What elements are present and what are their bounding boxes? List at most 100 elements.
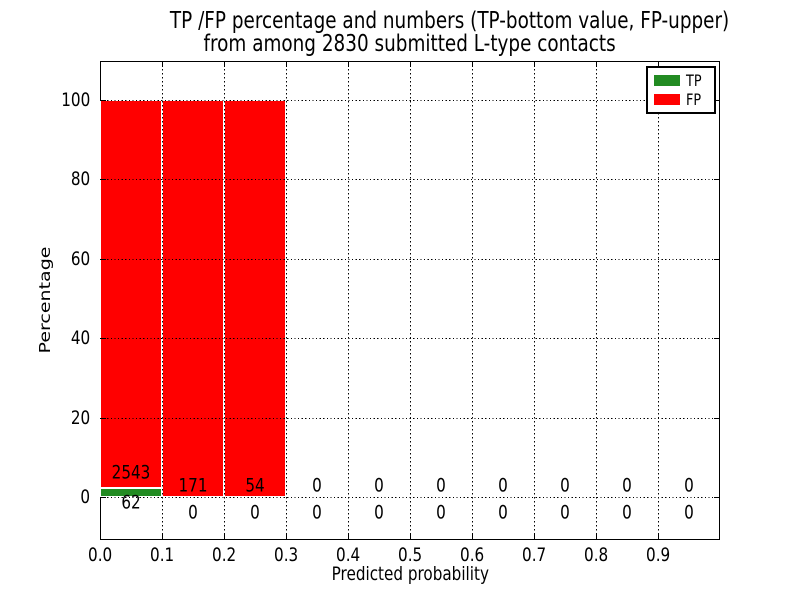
x-tick-mark-top bbox=[534, 62, 535, 67]
y-tick-mark bbox=[101, 100, 106, 101]
fp-count-label: 0 bbox=[374, 474, 384, 497]
fp-bar bbox=[224, 100, 286, 497]
grid-hline bbox=[100, 497, 720, 498]
fp-count-label: 171 bbox=[178, 474, 208, 497]
chart-title-line1-wrap: TP /FP percentage and numbers (TP-bottom… bbox=[100, 10, 729, 33]
grid-hline bbox=[100, 259, 720, 260]
x-tick-label-text: 0.6 bbox=[459, 544, 485, 566]
x-tick-label-text: 0.5 bbox=[397, 544, 423, 566]
x-tick-mark bbox=[534, 534, 535, 539]
fp-count-label: 0 bbox=[498, 474, 508, 497]
x-tick-label-text: 0.1 bbox=[149, 544, 175, 566]
x-tick-mark-top bbox=[348, 62, 349, 67]
fp-count-label: 0 bbox=[684, 474, 694, 497]
y-tick-mark-right bbox=[714, 179, 719, 180]
grid-vline bbox=[472, 61, 473, 540]
y-tick-mark bbox=[101, 338, 106, 339]
x-tick-label: 0.6 bbox=[422, 545, 522, 565]
x-axis-label-wrap: Predicted probability bbox=[100, 563, 720, 586]
grid-hline bbox=[100, 179, 720, 180]
tp-count-label: 0 bbox=[374, 501, 384, 524]
y-tick-label: 0 bbox=[80, 486, 90, 508]
tp-count-label: 0 bbox=[498, 501, 508, 524]
x-tick-label: 0.9 bbox=[608, 545, 708, 565]
x-tick-mark bbox=[224, 534, 225, 539]
y-axis-label: Percentage bbox=[36, 246, 54, 354]
fp-legend-swatch bbox=[654, 94, 680, 105]
x-tick-mark bbox=[348, 534, 349, 539]
y-tick-label: 80 bbox=[70, 168, 90, 191]
x-tick-mark-top bbox=[286, 62, 287, 67]
x-tick-mark-top bbox=[658, 62, 659, 67]
y-tick-mark bbox=[101, 259, 106, 260]
x-tick-label: 0.5 bbox=[360, 545, 460, 565]
chart-title-line1: TP /FP percentage and numbers (TP-bottom… bbox=[169, 8, 730, 34]
x-tick-mark-top bbox=[410, 62, 411, 67]
x-tick-mark bbox=[410, 534, 411, 539]
fp-count-label: 0 bbox=[436, 474, 446, 497]
x-tick-label-text: 0.4 bbox=[335, 544, 361, 566]
y-tick-mark bbox=[101, 179, 106, 180]
x-tick-mark bbox=[596, 534, 597, 539]
tp-count-label: 0 bbox=[312, 501, 322, 524]
grid-hline bbox=[100, 418, 720, 419]
fp-count-label: 2543 bbox=[111, 461, 151, 484]
x-tick-label: 0.7 bbox=[484, 545, 584, 565]
legend-entry-tp: TP bbox=[648, 70, 714, 90]
grid-hline bbox=[100, 338, 720, 339]
fp-count-label: 0 bbox=[312, 474, 322, 497]
x-tick-label-text: 0.0 bbox=[87, 544, 113, 566]
grid-vline bbox=[410, 61, 411, 540]
x-tick-mark-top bbox=[162, 62, 163, 67]
tp-legend-label: TP bbox=[686, 70, 702, 90]
legend-entry-fp: FP bbox=[648, 89, 714, 109]
grid-vline bbox=[286, 61, 287, 540]
tp-count-label: 0 bbox=[250, 501, 260, 524]
tp-count-label: 62 bbox=[121, 491, 141, 514]
x-tick-mark-top bbox=[224, 62, 225, 67]
tp-count-label: 0 bbox=[684, 501, 694, 524]
grid-vline bbox=[348, 61, 349, 540]
y-tick-label: 60 bbox=[70, 247, 90, 270]
chart-title-line2: from among 2830 submitted L-type contact… bbox=[203, 31, 617, 57]
x-tick-label: 0.8 bbox=[546, 545, 646, 565]
tp-bar bbox=[100, 487, 162, 497]
grid-vline bbox=[534, 61, 535, 540]
y-tick-mark bbox=[101, 497, 106, 498]
x-tick-label: 0.4 bbox=[298, 545, 398, 565]
y-tick-mark-right bbox=[714, 497, 719, 498]
tp-count-label: 0 bbox=[560, 501, 570, 524]
fp-count-label: 0 bbox=[622, 474, 632, 497]
y-tick-mark-right bbox=[714, 100, 719, 101]
x-tick-mark bbox=[100, 534, 101, 539]
x-tick-mark bbox=[658, 534, 659, 539]
y-tick-label: 20 bbox=[70, 406, 90, 429]
x-axis-label: Predicted probability bbox=[331, 563, 489, 585]
x-tick-label-text: 0.8 bbox=[583, 544, 609, 566]
y-tick-label: 40 bbox=[70, 327, 90, 350]
fp-count-label: 0 bbox=[560, 474, 570, 497]
fp-legend-label: FP bbox=[686, 89, 702, 109]
x-tick-label-text: 0.3 bbox=[273, 544, 299, 566]
fp-count-label: 54 bbox=[245, 474, 265, 497]
x-tick-label-text: 0.9 bbox=[645, 544, 671, 566]
y-tick-mark-right bbox=[714, 418, 719, 419]
grid-vline bbox=[596, 61, 597, 540]
tp-count-label: 0 bbox=[188, 501, 198, 524]
x-tick-label: 0.1 bbox=[112, 545, 212, 565]
y-tick-mark-right bbox=[714, 259, 719, 260]
grid-vline bbox=[658, 61, 659, 540]
x-tick-mark bbox=[286, 534, 287, 539]
legend: TP FP bbox=[646, 66, 716, 114]
x-tick-mark bbox=[162, 534, 163, 539]
x-tick-label: 0.3 bbox=[236, 545, 336, 565]
y-tick-mark-right bbox=[714, 338, 719, 339]
x-tick-label: 0.2 bbox=[174, 545, 274, 565]
x-tick-mark-top bbox=[100, 62, 101, 67]
grid-vline bbox=[162, 61, 163, 540]
tp-legend-swatch bbox=[654, 75, 680, 86]
x-tick-label-text: 0.2 bbox=[211, 544, 237, 566]
x-tick-mark bbox=[472, 534, 473, 539]
chart-title-line2-wrap: from among 2830 submitted L-type contact… bbox=[100, 33, 720, 56]
